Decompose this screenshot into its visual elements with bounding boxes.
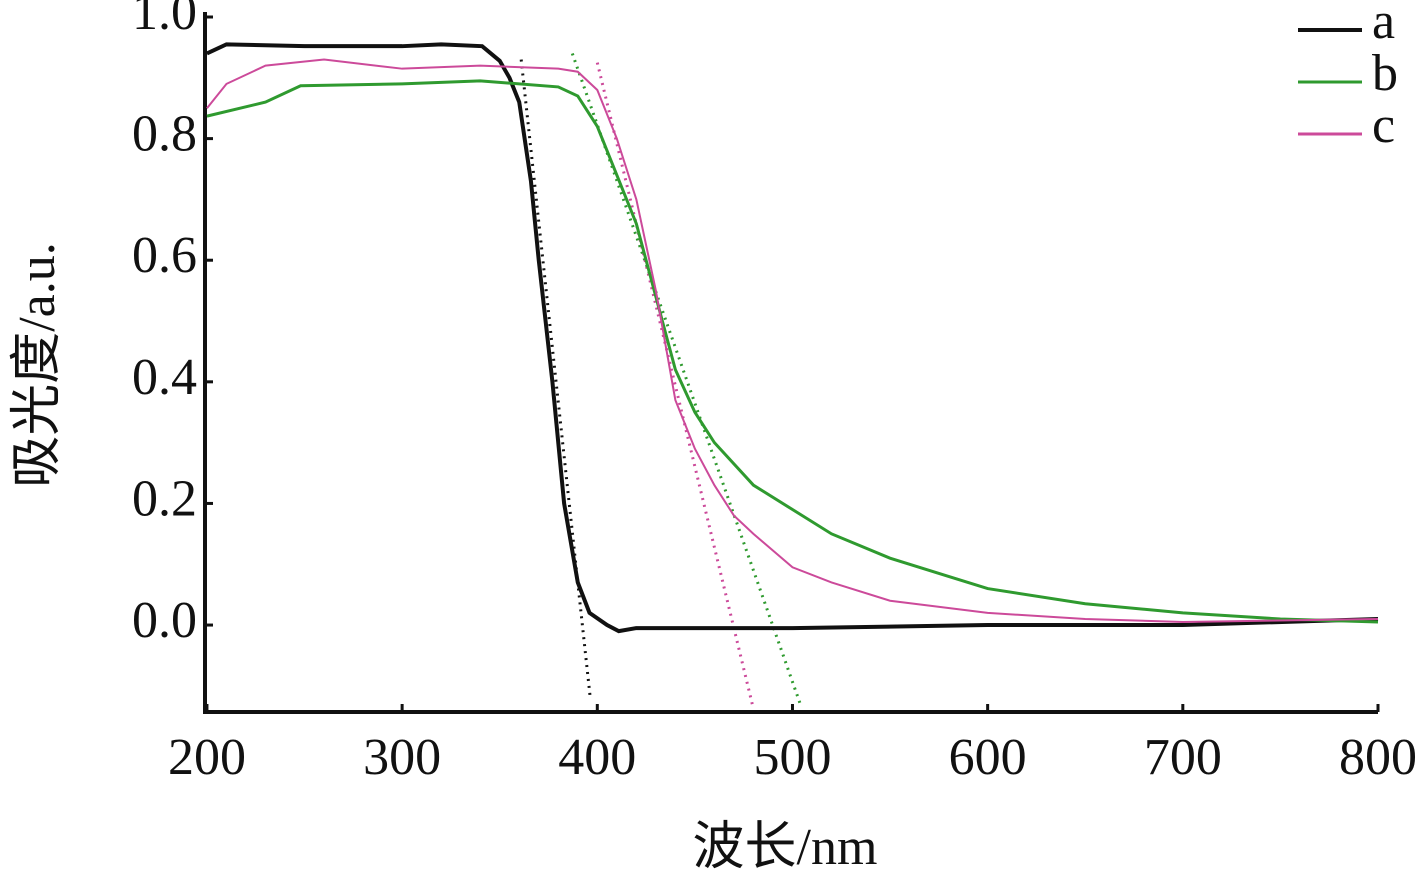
tangent-line: [595, 62, 754, 705]
y-tick-label: 0.4: [132, 349, 197, 406]
x-tick-label: 200: [168, 729, 246, 786]
data-line: [206, 58, 1379, 624]
data-line: [206, 79, 1379, 624]
x-tick-label: 400: [558, 729, 636, 786]
y-tick-label: 0.0: [132, 592, 197, 649]
legend-label: b: [1372, 45, 1398, 102]
legend-label: a: [1372, 0, 1395, 50]
y-tick-label: 0.2: [132, 470, 197, 527]
x-tick-label: 600: [949, 729, 1027, 786]
x-axis-label: 波长/nm: [693, 819, 878, 876]
tangent-line: [570, 52, 802, 705]
legend-label: c: [1372, 97, 1395, 154]
x-tick-label: 500: [753, 729, 831, 786]
x-tick-label: 300: [363, 729, 441, 786]
y-tick-label: 1.0: [132, 0, 197, 41]
tangent-line: [519, 59, 592, 699]
x-tick-label: 700: [1144, 729, 1222, 786]
y-tick-label: 0.8: [132, 106, 197, 163]
x-tick-label: 800: [1339, 729, 1417, 786]
y-axis-label: 吸光度/a.u.: [9, 242, 66, 488]
data-line: [206, 42, 1379, 634]
y-tick-label: 0.6: [132, 227, 197, 284]
